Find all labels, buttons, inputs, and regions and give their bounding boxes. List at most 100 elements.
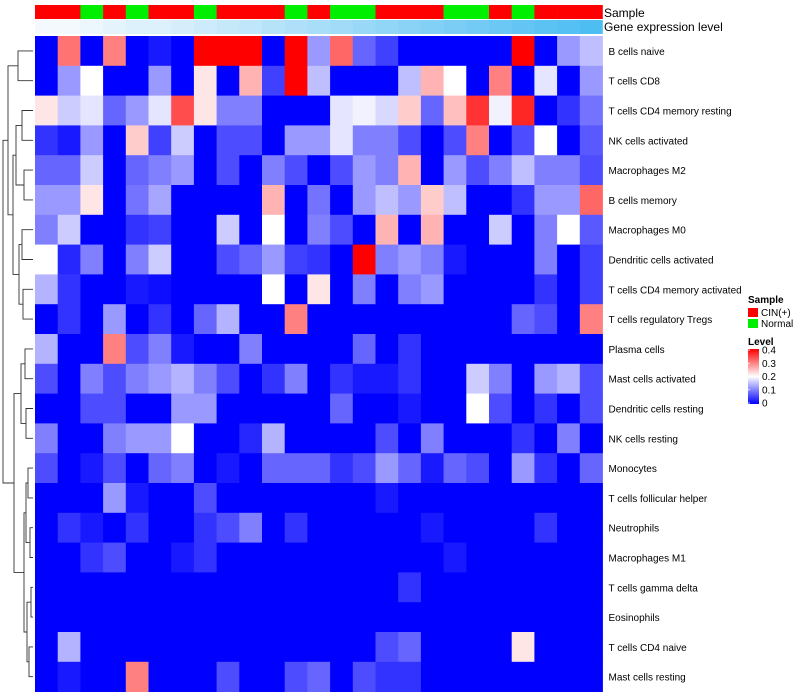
heatmap-cell [375, 453, 399, 484]
heatmap-cell [330, 304, 354, 335]
row-label: Dendritic cells activated [609, 256, 714, 267]
heatmap-cell [125, 65, 149, 96]
heatmap-cell [171, 95, 195, 126]
sample-legend-label: CIN(+) [761, 308, 791, 319]
heatmap-cell [557, 125, 581, 156]
heatmap-cell [171, 572, 195, 603]
heatmap-cell [557, 334, 581, 365]
heatmap-cell [375, 632, 399, 663]
heatmap-cell [534, 393, 558, 424]
heatmap-cell [35, 125, 59, 156]
heatmap-cell [307, 542, 331, 573]
heatmap-cell [579, 512, 603, 543]
heatmap-cell [80, 185, 104, 216]
heatmap-cell [216, 214, 240, 245]
heatmap-cell [284, 483, 308, 514]
heatmap-cell [193, 244, 217, 275]
level-colorbar [748, 349, 759, 404]
heatmap-cell [511, 572, 535, 603]
heatmap-cell [330, 36, 354, 67]
heatmap-cell [330, 423, 354, 454]
sample-annotation-cell [420, 5, 444, 19]
expression-annotation-cell [579, 20, 603, 34]
heatmap-cell [216, 393, 240, 424]
heatmap-cell [193, 483, 217, 514]
sample-annotation-cell [307, 5, 331, 19]
heatmap-cell [57, 512, 81, 543]
heatmap-cell [557, 155, 581, 186]
heatmap-cell [511, 363, 535, 394]
heatmap-cell [35, 244, 59, 275]
sample-legend-swatch [748, 319, 758, 328]
heatmap-cell [330, 363, 354, 394]
heatmap-cell [193, 304, 217, 335]
heatmap-cell [193, 36, 217, 67]
heatmap-cell [171, 661, 195, 692]
heatmap-cell [534, 483, 558, 514]
heatmap-cell [557, 572, 581, 603]
level-tick-label: 0.3 [762, 359, 776, 370]
heatmap-cell [330, 661, 354, 692]
heatmap-cell [398, 542, 422, 573]
heatmap-cell [489, 363, 513, 394]
heatmap-cell [579, 453, 603, 484]
heatmap-cell [443, 512, 467, 543]
row-label: T cells CD4 memory resting [609, 107, 732, 118]
heatmap-cell [489, 512, 513, 543]
heatmap-cell [579, 95, 603, 126]
heatmap-cell [239, 334, 263, 365]
heatmap-cell [398, 363, 422, 394]
heatmap-cell [398, 572, 422, 603]
heatmap-cell [511, 155, 535, 186]
heatmap-cell [352, 185, 376, 216]
heatmap-cell [148, 393, 172, 424]
heatmap-cell [262, 214, 286, 245]
heatmap-cell [148, 423, 172, 454]
heatmap-cell [307, 334, 331, 365]
heatmap-cell [262, 36, 286, 67]
heatmap-cell [193, 512, 217, 543]
heatmap-cell [307, 453, 331, 484]
heatmap-cell [557, 185, 581, 216]
heatmap-cell [171, 214, 195, 245]
heatmap-cell [148, 244, 172, 275]
heatmap-cell [466, 36, 490, 67]
heatmap-cell [466, 363, 490, 394]
heatmap-cell [557, 661, 581, 692]
heatmap-cell [216, 423, 240, 454]
heatmap-cell [330, 65, 354, 96]
heatmap-cell [57, 661, 81, 692]
heatmap-cell [171, 453, 195, 484]
heatmap-cell [284, 602, 308, 633]
heatmap-cell [375, 244, 399, 275]
heatmap-cell [307, 393, 331, 424]
heatmap-cell [375, 125, 399, 156]
heatmap-cell [262, 155, 286, 186]
heatmap-cell [103, 393, 127, 424]
expression-annotation-cell [375, 20, 399, 34]
sample-annotation-cell [579, 5, 603, 19]
heatmap-cell [35, 214, 59, 245]
heatmap-cell [511, 274, 535, 305]
heatmap-cell [35, 483, 59, 514]
heatmap-cell [511, 304, 535, 335]
heatmap-cell [307, 65, 331, 96]
heatmap-cell [171, 244, 195, 275]
heatmap-cell [262, 95, 286, 126]
heatmap-cell [420, 95, 444, 126]
heatmap-cell [352, 572, 376, 603]
heatmap-cell [398, 155, 422, 186]
heatmap-cell [148, 661, 172, 692]
heatmap-cell [148, 363, 172, 394]
heatmap-cell [125, 363, 149, 394]
row-label: Mast cells resting [609, 673, 686, 684]
heatmap-cell [103, 65, 127, 96]
dendrogram-branch [25, 408, 33, 439]
heatmap-cell [352, 602, 376, 633]
heatmap-cell [80, 95, 104, 126]
sample-annotation-cell [80, 5, 104, 19]
heatmap-cell [80, 334, 104, 365]
level-ticks: 0.4 0.3 0.2 0.1 0 [748, 346, 776, 410]
heatmap-cell [466, 483, 490, 514]
heatmap-cell [80, 214, 104, 245]
